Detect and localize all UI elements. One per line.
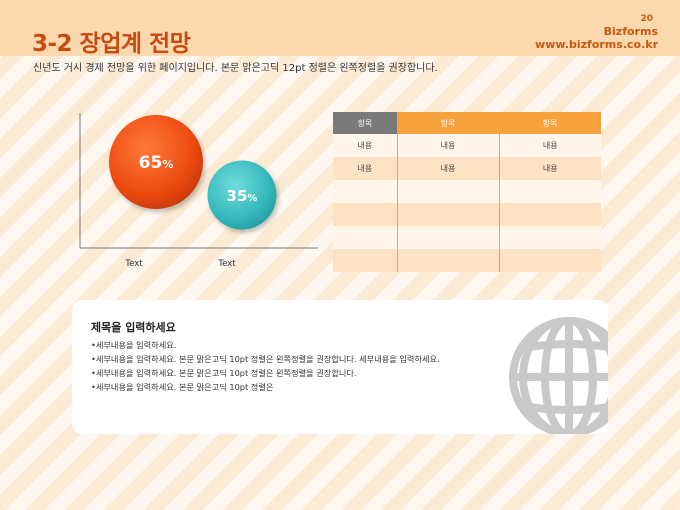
page-number: 20 [640, 14, 653, 24]
table-cell: 내용 [396, 134, 499, 157]
table-cell [498, 249, 601, 272]
table-row: 내용 내용 내용 [333, 157, 601, 180]
table-cell: 내용 [333, 157, 397, 180]
bubble-chart: 65% 35% Text Text [79, 113, 318, 269]
data-table: 항목 항목 항목 내용 내용 내용 내용 내용 내용 [333, 112, 601, 272]
table-row [333, 203, 601, 226]
table-cell: 내용 [333, 134, 397, 157]
note-item: 세부내용을 입력하세요. 본문 맑은고딕 10pt 정렬은 왼쪽정렬을 권장합니… [91, 352, 440, 366]
page-subtitle: 신년도 거시 경제 전망을 위한 페이지입니다. 본문 맑은고딕 12pt 정렬… [33, 63, 438, 74]
category-label-2: Text [217, 259, 236, 269]
table-header-row: 항목 항목 항목 [333, 112, 601, 134]
table-cell [396, 203, 499, 226]
table-cell [498, 226, 601, 249]
table-cell [396, 180, 499, 203]
table-cell [333, 249, 397, 272]
brand-name: Bizforms [603, 25, 658, 38]
header-band [0, 0, 680, 56]
note-box: 제목을 입력하세요 세부내용을 입력하세요. 세부내용을 입력하세요. 본문 맑… [72, 300, 608, 434]
table-cell: 내용 [498, 157, 601, 180]
page-title: 3-2 장업계 전망 [32, 31, 191, 57]
bubble-1 [109, 115, 203, 209]
brand-url: www.bizforms.co.kr [535, 38, 658, 51]
table-row [333, 180, 601, 203]
bubble-2 [207, 160, 277, 230]
note-item: 세부내용을 입력하세요. 본문 맑은고딕 10pt 정렬은 [91, 380, 440, 394]
note-list: 세부내용을 입력하세요. 세부내용을 입력하세요. 본문 맑은고딕 10pt 정… [91, 338, 440, 394]
table-cell [498, 203, 601, 226]
table-cell: 내용 [396, 157, 499, 180]
table-row [333, 249, 601, 272]
table-cell [396, 226, 499, 249]
table-header-cell: 항목 [333, 112, 397, 134]
note-item: 세부내용을 입력하세요. [91, 338, 440, 352]
table-header-cell: 항목 [499, 112, 601, 134]
globe-icon [509, 317, 608, 434]
table-cell: 내용 [498, 134, 601, 157]
table-cell [396, 249, 499, 272]
table-cell [333, 180, 397, 203]
table-header-cell: 항목 [397, 112, 499, 134]
table-cell [333, 203, 397, 226]
note-title: 제목을 입력하세요 [91, 321, 176, 334]
table-cell [498, 180, 601, 203]
bubble-label-2: 35% [227, 187, 258, 205]
table-row [333, 226, 601, 249]
table-cell [333, 226, 397, 249]
note-item: 세부내용을 입력하세요. 본문 맑은고딕 10pt 정렬은 왼쪽정렬을 권장합니… [91, 366, 440, 380]
category-label-1: Text [124, 259, 143, 269]
table-row: 내용 내용 내용 [333, 134, 601, 157]
bubble-label-1: 65% [139, 153, 174, 173]
